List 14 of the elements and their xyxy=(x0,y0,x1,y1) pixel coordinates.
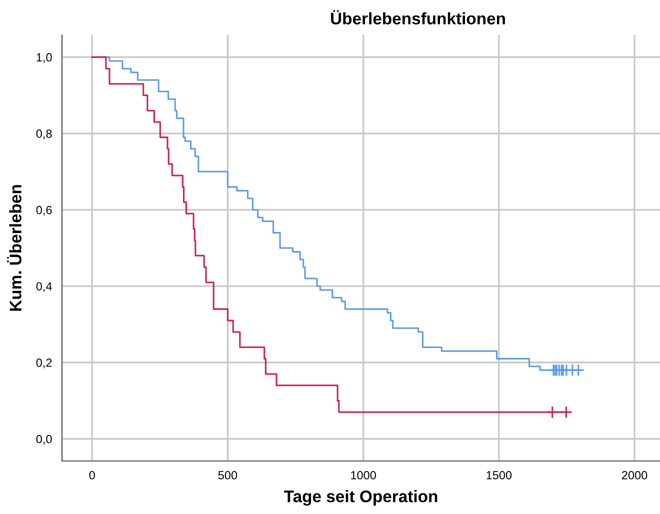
x-tick-label: 500 xyxy=(218,471,238,480)
x-tick-label: 0 xyxy=(89,471,95,480)
y-tick-label: 1,0 xyxy=(36,53,52,63)
y-tick-label: 0,6 xyxy=(36,206,52,216)
y-axis-title: Kum. Überleben xyxy=(7,185,22,311)
x-tick-label: 1000 xyxy=(351,471,376,480)
y-tick-label: 0,4 xyxy=(36,282,52,292)
y-tick-label: 0,8 xyxy=(36,130,52,140)
x-tick-label: 2000 xyxy=(622,471,648,480)
chart-title: Überlebensfunktionen xyxy=(331,10,505,24)
y-tick-label: 0,0 xyxy=(36,434,52,445)
x-tick-label: 1500 xyxy=(486,471,512,480)
y-tick-label: 0,2 xyxy=(36,358,52,368)
x-axis-title: Tage seit Operation xyxy=(284,490,438,506)
